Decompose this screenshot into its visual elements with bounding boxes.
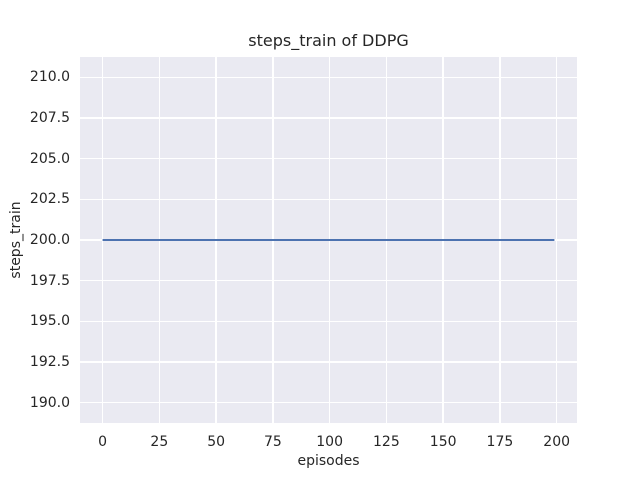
gridline-vertical <box>555 57 558 423</box>
y-tick-label: 202.5 <box>29 191 70 208</box>
gridline-horizontal <box>80 198 577 201</box>
x-tick-label: 175 <box>486 434 514 450</box>
x-tick-label: 0 <box>98 434 108 450</box>
gridline-vertical <box>101 57 104 423</box>
line-series <box>102 239 555 241</box>
chart-title: steps_train of DDPG <box>248 31 409 50</box>
x-axis-label: episodes <box>297 453 360 469</box>
plot-area <box>80 57 577 423</box>
gridline-horizontal <box>80 76 577 79</box>
y-tick-label: 195.0 <box>29 313 70 330</box>
x-tick-label: 100 <box>316 434 343 450</box>
y-tick-label: 207.5 <box>29 110 70 126</box>
y-tick-label: 192.5 <box>29 354 70 370</box>
gridline-horizontal <box>80 320 577 323</box>
x-tick-label: 125 <box>373 434 400 450</box>
gridline-horizontal <box>80 157 577 160</box>
y-tick-label: 200.0 <box>29 232 70 248</box>
x-tick-label: 75 <box>263 434 282 450</box>
y-tick-label: 205.0 <box>29 150 70 167</box>
gridline-horizontal <box>80 401 577 404</box>
x-tick-label: 200 <box>543 434 571 450</box>
y-axis-label: steps_train <box>8 201 24 279</box>
gridline-horizontal <box>80 361 577 363</box>
y-tick-label: 190.0 <box>29 394 70 411</box>
x-tick-label: 50 <box>207 434 226 450</box>
gridline-horizontal <box>80 117 577 119</box>
x-tick-label: 150 <box>429 434 457 450</box>
y-tick-label: 197.5 <box>29 272 70 289</box>
gridline-horizontal <box>80 279 577 282</box>
x-tick-label: 25 <box>150 434 169 450</box>
y-tick-label: 210.0 <box>29 69 70 86</box>
